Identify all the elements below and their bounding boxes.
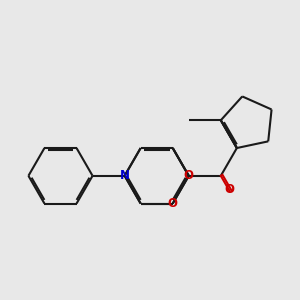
Text: O: O [168, 197, 178, 210]
Text: N: N [120, 169, 130, 182]
Text: O: O [225, 183, 235, 196]
Text: O: O [184, 169, 194, 182]
